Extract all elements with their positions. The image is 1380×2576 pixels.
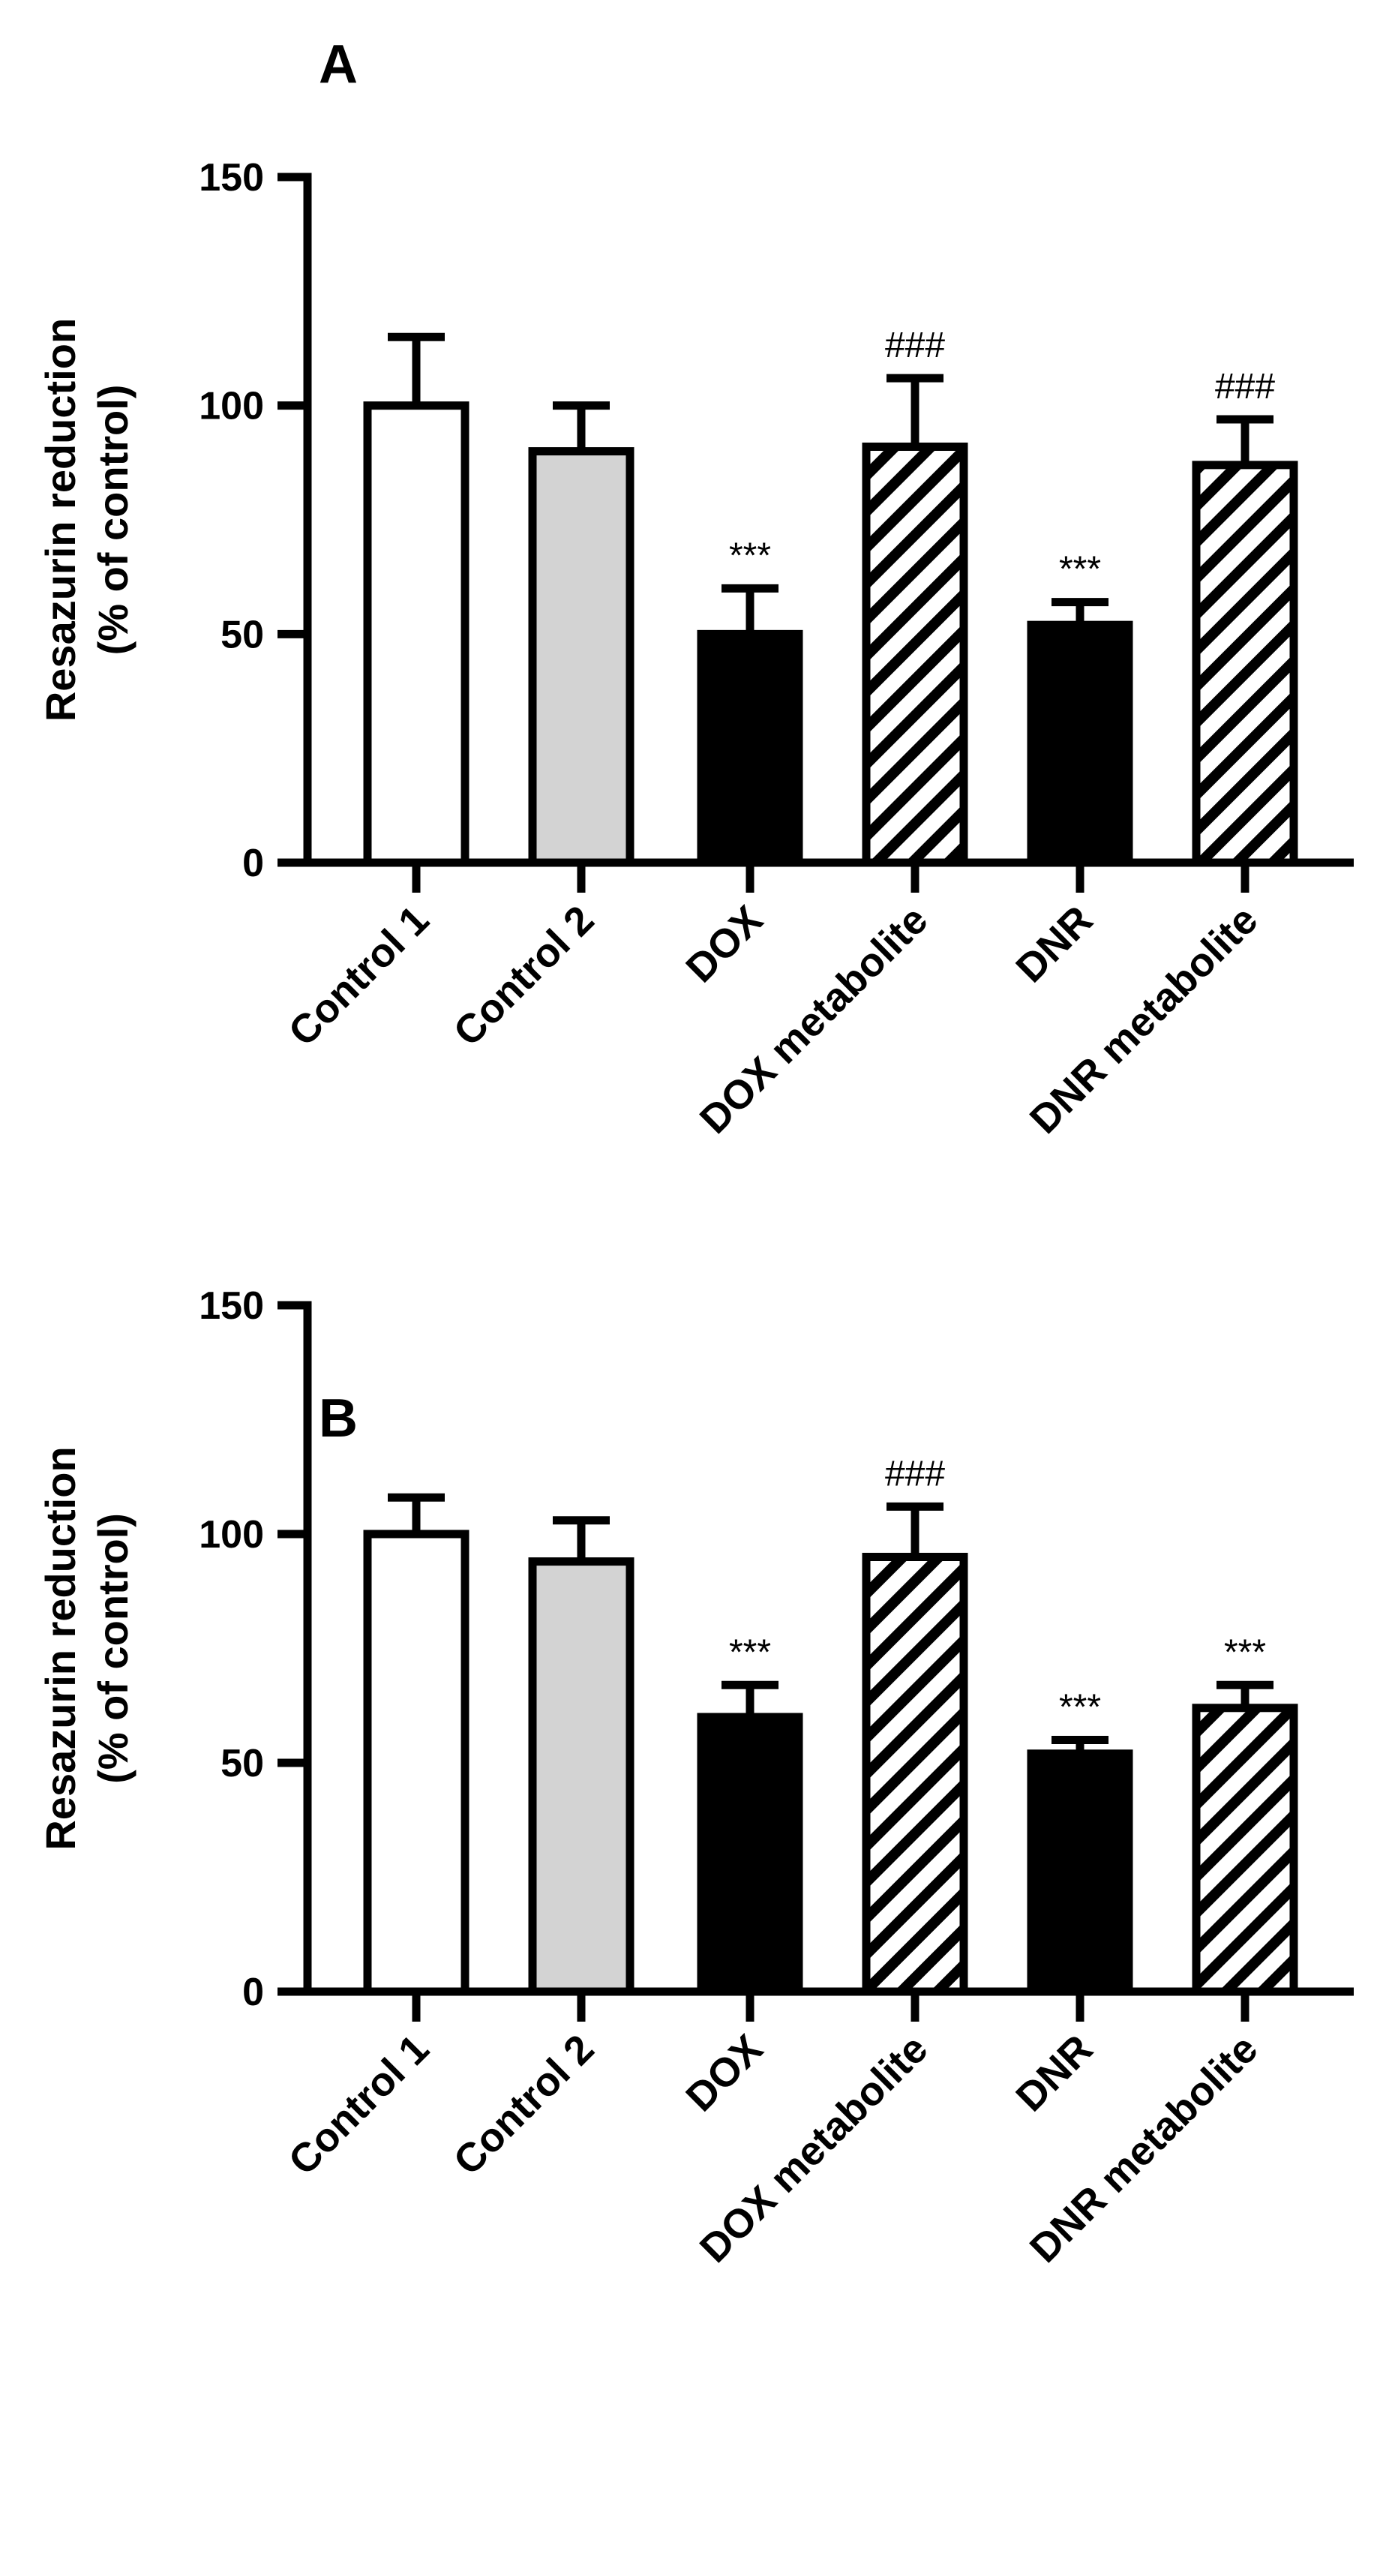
bar	[1192, 461, 1298, 867]
significance-annotation: ###	[885, 1454, 945, 1494]
y-tick-label: 150	[199, 1284, 264, 1328]
x-category-label: DOX	[677, 2026, 771, 2120]
x-category-label: Control 1	[280, 897, 437, 1055]
bar	[363, 1530, 470, 1996]
y-tick-label: 0	[242, 842, 264, 885]
bar	[1027, 1749, 1133, 1996]
y-axis-title-line2: (% of control)	[89, 385, 136, 656]
y-axis-title-line1: Resazurin reduction	[37, 1446, 84, 1850]
significance-annotation: ###	[1215, 367, 1275, 407]
y-tick-label: 0	[242, 1971, 264, 2014]
panel-letter: A	[319, 35, 358, 95]
y-tick-label: 50	[220, 1742, 264, 1785]
bar	[1027, 620, 1133, 867]
bar	[697, 629, 803, 867]
significance-annotation: ***	[729, 536, 771, 575]
x-category-label: Control 2	[445, 2026, 602, 2184]
bar	[862, 443, 968, 867]
significance-annotation: ***	[1224, 1632, 1266, 1672]
y-tick-label: 150	[199, 156, 264, 200]
x-category-label: DNR	[1007, 897, 1101, 991]
y-axis-title-line2: (% of control)	[89, 1513, 136, 1784]
y-tick-label: 100	[199, 1513, 264, 1557]
bar	[528, 1557, 634, 1996]
bar	[363, 401, 470, 867]
chart-panel-a: A Resazurin reduction (% of control) 0 50 100…	[37, 35, 1354, 1142]
panel-letter: B	[319, 1389, 358, 1449]
chart-panel-b: B Resazurin reduction (% of control) 0 50 100…	[37, 1284, 1354, 2271]
significance-annotation: ***	[729, 1632, 771, 1672]
significance-annotation: ###	[885, 326, 945, 365]
x-category-label: DOX	[677, 897, 771, 991]
bar	[697, 1713, 803, 1996]
x-category-label: DNR	[1007, 2026, 1101, 2120]
bar	[1192, 1704, 1298, 1996]
y-tick-label: 100	[199, 385, 264, 428]
x-category-label: Control 2	[445, 897, 602, 1055]
y-axis-title-line1: Resazurin reduction	[37, 318, 84, 722]
significance-annotation: ***	[1059, 1688, 1101, 1728]
significance-annotation: ***	[1059, 550, 1101, 590]
y-tick-label: 50	[220, 613, 264, 656]
bar	[862, 1553, 968, 1996]
x-category-label: Control 1	[280, 2026, 437, 2184]
bar	[528, 447, 634, 867]
